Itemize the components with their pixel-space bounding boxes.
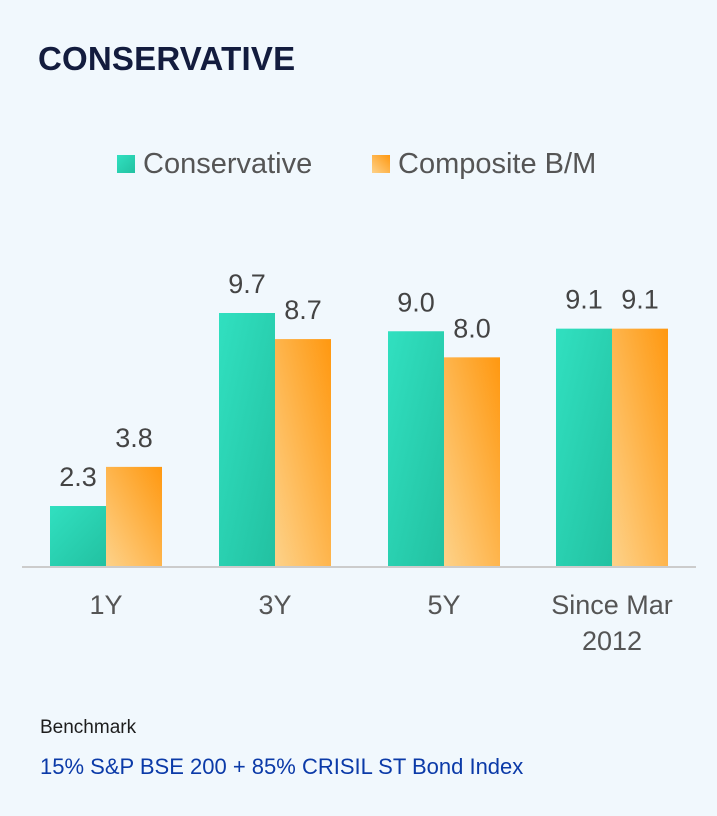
data-label-composite-3: 9.1 <box>621 285 659 315</box>
card-title: CONSERVATIVE <box>38 40 296 77</box>
data-label-composite-1: 8.7 <box>284 295 322 325</box>
bar-composite-0 <box>106 466 162 566</box>
bar-conservative-1 <box>219 313 275 566</box>
x-tick-label-1: 3Y <box>258 590 291 620</box>
benchmark-value: 15% S&P BSE 200 + 85% CRISIL ST Bond Ind… <box>40 754 524 779</box>
bar-composite-3 <box>612 328 668 566</box>
benchmark-label: Benchmark <box>40 717 137 738</box>
data-label-composite-2: 8.0 <box>453 313 491 343</box>
legend-label-composite: Composite B/M <box>398 148 596 180</box>
chart-legend: Conservative Composite B/M <box>117 148 596 180</box>
bar-composite-1 <box>275 339 331 566</box>
x-tick-labels-group: 1Y 3Y 5Y Since Mar 2012 <box>89 590 672 656</box>
legend-swatch-conservative <box>117 155 135 173</box>
bar-conservative-2 <box>388 331 444 566</box>
x-tick-label-3-line0: Since Mar <box>551 590 673 620</box>
legend-label-conservative: Conservative <box>143 148 312 180</box>
bars-group <box>50 313 668 566</box>
data-label-conservative-0: 2.3 <box>59 462 97 492</box>
bar-composite-2 <box>444 357 500 566</box>
bar-conservative-0 <box>50 506 106 566</box>
x-tick-label-3-line1: 2012 <box>582 626 642 656</box>
data-label-conservative-2: 9.0 <box>397 287 435 317</box>
bar-chart: Conservative Composite B/M 2.3 3.8 9.7 8.7 9.… <box>22 148 696 656</box>
data-label-conservative-1: 9.7 <box>228 269 266 299</box>
x-tick-label-2: 5Y <box>427 590 460 620</box>
legend-swatch-composite <box>372 155 390 173</box>
data-label-composite-0: 3.8 <box>115 423 153 453</box>
data-labels-group: 2.3 3.8 9.7 8.7 9.0 8.0 9.1 9.1 <box>59 269 659 492</box>
x-tick-label-0: 1Y <box>89 590 122 620</box>
data-label-conservative-3: 9.1 <box>565 285 603 315</box>
bar-conservative-3 <box>556 328 612 566</box>
